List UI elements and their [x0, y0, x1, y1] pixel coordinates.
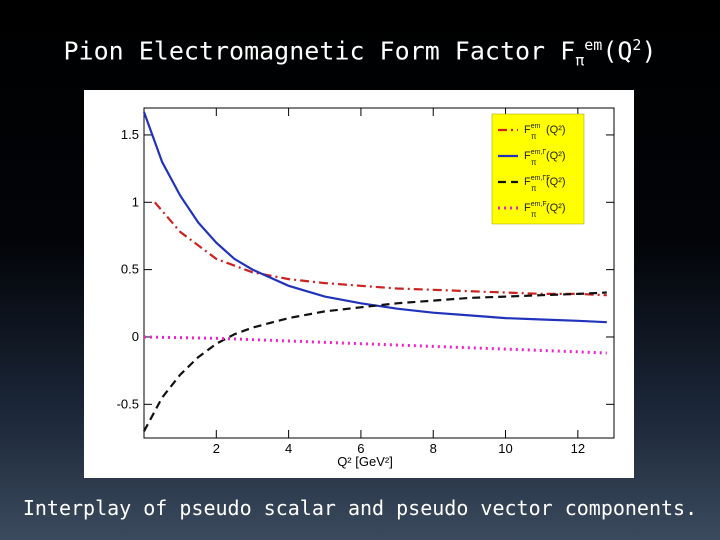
series-line-2 — [142, 111, 607, 324]
legend-label-3: Fem,ΓΓ π(Q²) — [524, 175, 566, 193]
series-line-1 — [153, 201, 607, 297]
x-axis-label: Q² [GeV²] — [337, 454, 393, 469]
slide-caption: Interplay of pseudo scalar and pseudo ve… — [22, 496, 698, 520]
y-tick-label: 1.5 — [121, 127, 139, 142]
legend-label-1: Fem π(Q²) — [524, 123, 566, 141]
series-line-4 — [143, 335, 607, 355]
slide-title: Pion Electromagnetic Form Factor Fπem(Q2… — [63, 36, 657, 70]
y-tick-label: 1 — [132, 194, 139, 209]
series-line-3 — [143, 291, 607, 432]
x-tick-label: 8 — [430, 441, 437, 456]
form-factor-chart: 2 4 6 8 10 12 -0.5 0 0.5 1 1.5 Fem π(Q²) Fem,Γ π(Q²) F… — [117, 107, 615, 469]
x-tick-label: 2 — [213, 441, 220, 456]
y-tick-label: -0.5 — [117, 396, 139, 411]
x-tick-label: 4 — [285, 441, 292, 456]
plot-panel: 2 4 6 8 10 12 -0.5 0 0.5 1 1.5 Fem π(Q²) Fem,Γ π(Q²) F… — [84, 90, 634, 478]
y-tick-label: 0 — [132, 329, 139, 344]
x-tick-label: 6 — [357, 441, 364, 456]
legend-label-4: Fem,F π(Q²) — [524, 201, 566, 219]
x-tick-label: 12 — [571, 441, 585, 456]
x-tick-label: 10 — [498, 441, 512, 456]
legend-box — [491, 113, 585, 225]
legend-label-2: Fem,Γ π(Q²) — [524, 149, 566, 167]
y-tick-label: 0.5 — [121, 262, 139, 277]
